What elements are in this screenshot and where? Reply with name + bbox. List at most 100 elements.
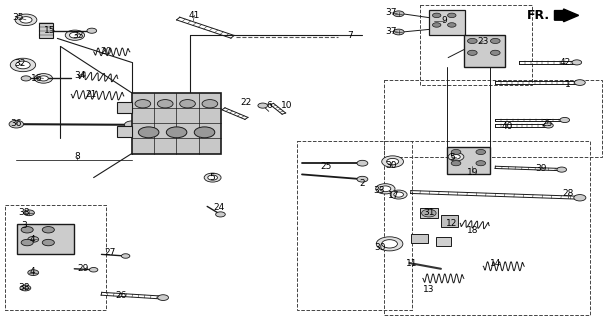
Circle shape: [376, 237, 403, 251]
Circle shape: [380, 186, 391, 192]
Circle shape: [448, 23, 456, 27]
Text: 32: 32: [14, 60, 25, 68]
Circle shape: [180, 100, 196, 108]
Text: 34: 34: [75, 71, 86, 80]
Circle shape: [135, 100, 151, 108]
Circle shape: [28, 270, 39, 276]
Circle shape: [124, 121, 139, 129]
Text: 5: 5: [210, 173, 216, 182]
Bar: [384, 80, 602, 157]
Circle shape: [448, 13, 456, 18]
Circle shape: [476, 149, 486, 155]
Text: 30: 30: [374, 244, 387, 252]
Circle shape: [69, 32, 80, 38]
Text: 38: 38: [18, 284, 30, 292]
Circle shape: [574, 195, 586, 201]
Text: 33: 33: [373, 186, 385, 195]
Text: 5: 5: [449, 153, 455, 162]
Text: 40: 40: [502, 122, 513, 131]
Circle shape: [451, 161, 461, 166]
Circle shape: [157, 100, 173, 108]
Text: 35: 35: [12, 13, 24, 22]
Circle shape: [216, 212, 225, 217]
Text: 24: 24: [213, 204, 224, 212]
Text: 2: 2: [359, 180, 365, 188]
Circle shape: [476, 161, 486, 166]
Text: 7: 7: [347, 31, 353, 40]
Circle shape: [87, 28, 97, 33]
Bar: [132, 93, 221, 154]
Circle shape: [21, 239, 33, 246]
Circle shape: [357, 176, 368, 182]
Bar: [441, 215, 458, 227]
Text: 3: 3: [21, 221, 27, 230]
Circle shape: [393, 29, 404, 35]
Text: 37: 37: [385, 8, 397, 17]
Circle shape: [204, 173, 221, 182]
Text: 9: 9: [441, 16, 447, 25]
Text: 29: 29: [78, 264, 89, 273]
Bar: [436, 237, 451, 246]
Text: 14: 14: [490, 260, 501, 268]
Circle shape: [393, 11, 404, 17]
Bar: [117, 102, 132, 113]
Circle shape: [422, 209, 436, 217]
Circle shape: [560, 117, 570, 123]
Circle shape: [208, 175, 217, 180]
Text: 27: 27: [105, 248, 116, 257]
Text: 23: 23: [478, 37, 489, 46]
Circle shape: [490, 50, 500, 55]
Text: 12: 12: [446, 219, 457, 228]
Bar: [384, 141, 590, 315]
Circle shape: [544, 123, 553, 128]
Text: 42: 42: [559, 58, 570, 67]
Circle shape: [432, 13, 441, 18]
Bar: [39, 23, 53, 38]
Text: 11: 11: [406, 260, 418, 268]
Circle shape: [42, 227, 54, 233]
Circle shape: [382, 240, 397, 248]
Text: 21: 21: [85, 90, 96, 99]
Circle shape: [467, 38, 477, 44]
Bar: [447, 147, 490, 174]
Text: 31: 31: [423, 208, 435, 217]
Text: 1: 1: [565, 80, 571, 89]
Bar: [464, 35, 505, 67]
Circle shape: [42, 239, 54, 246]
Text: 38: 38: [18, 208, 30, 217]
Text: 22: 22: [241, 98, 252, 107]
Circle shape: [21, 76, 31, 81]
Circle shape: [16, 61, 30, 69]
Circle shape: [20, 17, 32, 23]
Text: 10: 10: [281, 101, 293, 110]
Bar: [429, 10, 465, 35]
Bar: [420, 5, 532, 85]
Text: 13: 13: [423, 285, 435, 294]
Circle shape: [121, 254, 130, 258]
Circle shape: [390, 190, 407, 199]
Circle shape: [24, 210, 34, 216]
Circle shape: [9, 120, 24, 128]
Circle shape: [394, 192, 403, 197]
Circle shape: [432, 23, 441, 27]
Circle shape: [572, 60, 582, 65]
Circle shape: [202, 100, 218, 108]
Text: 33: 33: [72, 31, 85, 40]
Circle shape: [20, 285, 31, 291]
Circle shape: [490, 38, 500, 44]
Text: 16: 16: [30, 74, 42, 83]
Circle shape: [158, 295, 169, 300]
Circle shape: [448, 153, 464, 161]
Circle shape: [387, 158, 399, 165]
Text: 18: 18: [467, 226, 479, 235]
Text: 8: 8: [74, 152, 80, 161]
Text: 37: 37: [385, 28, 397, 36]
Circle shape: [65, 30, 85, 40]
Circle shape: [166, 127, 187, 138]
Bar: [5, 205, 106, 310]
Circle shape: [39, 76, 48, 81]
Circle shape: [451, 149, 461, 155]
Text: 15: 15: [44, 26, 56, 35]
Circle shape: [194, 127, 215, 138]
Text: 26: 26: [115, 292, 126, 300]
